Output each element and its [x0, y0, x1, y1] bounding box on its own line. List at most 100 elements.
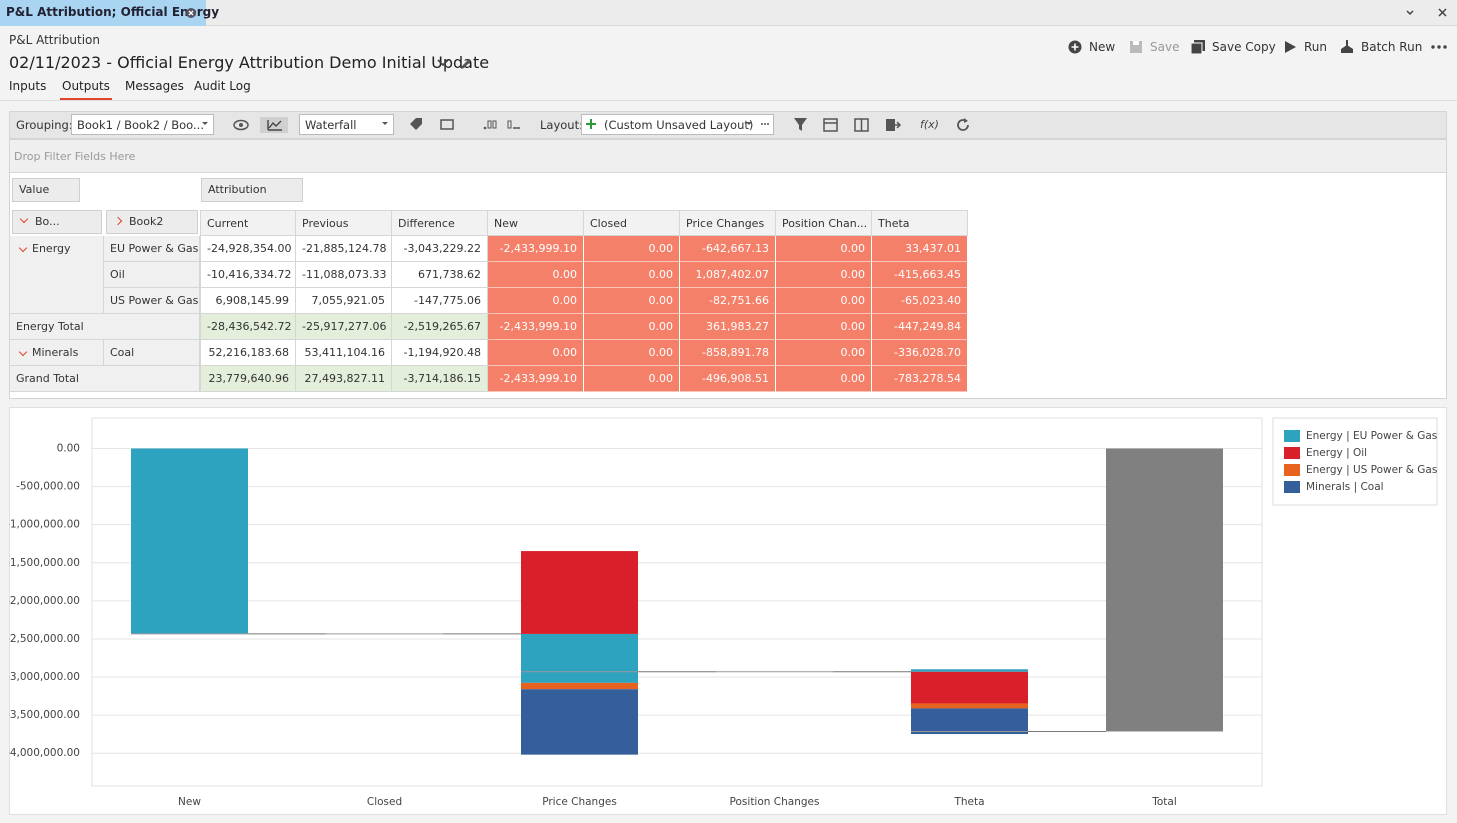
- tab[interactable]: Messages: [125, 79, 184, 93]
- action-icon[interactable]: [1129, 40, 1143, 54]
- active-tab-underline: [60, 98, 112, 100]
- y-tick-label: -1,000,000.00: [9, 519, 80, 531]
- layout-menu[interactable]: [745, 121, 773, 127]
- value-cell[interactable]: 0.00: [488, 262, 584, 288]
- y-tick-label: -3,000,000.00: [9, 671, 80, 683]
- total-row-header: Energy Total: [10, 314, 200, 340]
- value-cell[interactable]: 53,411,104.16: [296, 340, 392, 366]
- dropdown-arrow: [202, 122, 208, 125]
- value-cell[interactable]: 27,493,827.11: [296, 366, 392, 392]
- value-cell[interactable]: 0.00: [488, 288, 584, 314]
- document-tab[interactable]: [0, 0, 206, 26]
- layout-select[interactable]: [581, 114, 774, 135]
- value-cell[interactable]: 671,738.62: [392, 262, 488, 288]
- value-cell[interactable]: 1,087,402.07: [680, 262, 776, 288]
- value-cell[interactable]: 0.00: [776, 314, 872, 340]
- format-icons[interactable]: [408, 116, 528, 134]
- value-cell[interactable]: -1,194,920.48: [392, 340, 488, 366]
- refresh[interactable]: [955, 117, 971, 133]
- value-cell[interactable]: -2,433,999.10: [488, 314, 584, 340]
- action-button[interactable]: Save: [1150, 40, 1180, 54]
- more-menu[interactable]: [1430, 44, 1448, 50]
- add-layout[interactable]: [586, 119, 596, 129]
- row-field[interactable]: Bo...: [12, 210, 102, 234]
- grouping-select[interactable]: [71, 114, 214, 135]
- value-cell[interactable]: -858,891.78: [680, 340, 776, 366]
- value-cell[interactable]: 0.00: [584, 288, 680, 314]
- value-cell[interactable]: 0.00: [776, 340, 872, 366]
- book2-row-header: US Power & Gas: [104, 288, 200, 314]
- value-cell[interactable]: -24,928,354.00: [200, 236, 296, 262]
- data-field[interactable]: Value: [12, 178, 80, 202]
- x-tick-label: Position Changes: [730, 796, 820, 808]
- title-icons[interactable]: [436, 57, 476, 71]
- value-cell[interactable]: -2,519,265.67: [392, 314, 488, 340]
- bar-segment: [911, 703, 1028, 709]
- column-header: Previous: [296, 210, 392, 236]
- action-icon[interactable]: [1340, 40, 1354, 54]
- value-cell[interactable]: -2,433,999.10: [488, 366, 584, 392]
- value-cell[interactable]: 33,437.01: [872, 236, 968, 262]
- value-cell[interactable]: 0.00: [584, 262, 680, 288]
- panel-icons[interactable]: [793, 116, 903, 134]
- value-cell[interactable]: -3,043,229.22: [392, 236, 488, 262]
- legend-swatch: [1284, 430, 1300, 442]
- value-cell[interactable]: 0.00: [776, 288, 872, 314]
- value-cell[interactable]: 0.00: [584, 236, 680, 262]
- bar-segment: [131, 448, 248, 634]
- action-button[interactable]: Save Copy: [1212, 40, 1276, 54]
- tab-close[interactable]: [185, 7, 197, 19]
- chart-type-select[interactable]: [299, 114, 394, 135]
- dropdown-arrow: [382, 122, 388, 125]
- window-close[interactable]: [1437, 7, 1448, 18]
- view-icons[interactable]: [232, 117, 288, 133]
- value-cell[interactable]: 0.00: [776, 262, 872, 288]
- value-cell[interactable]: 6,908,145.99: [200, 288, 296, 314]
- value-cell[interactable]: -28,436,542.72: [200, 314, 296, 340]
- value-cell[interactable]: -65,023.40: [872, 288, 968, 314]
- row-field[interactable]: Book2: [106, 210, 198, 234]
- tab[interactable]: Outputs: [62, 79, 110, 93]
- action-icon[interactable]: [1068, 40, 1082, 54]
- value-cell[interactable]: -415,663.45: [872, 262, 968, 288]
- value-cell[interactable]: 0.00: [584, 314, 680, 340]
- value-cell[interactable]: -2,433,999.10: [488, 236, 584, 262]
- value-cell[interactable]: -21,885,124.78: [296, 236, 392, 262]
- value-cell[interactable]: -10,416,334.72: [200, 262, 296, 288]
- value-cell[interactable]: -11,088,073.33: [296, 262, 392, 288]
- legend-swatch: [1284, 447, 1300, 459]
- group-row-header[interactable]: Energy: [10, 236, 104, 314]
- value-cell[interactable]: 23,779,640.96: [200, 366, 296, 392]
- value-cell[interactable]: -447,249.84: [872, 314, 968, 340]
- tab[interactable]: Inputs: [9, 79, 47, 93]
- value-cell[interactable]: -496,908.51: [680, 366, 776, 392]
- action-button[interactable]: Run: [1304, 40, 1328, 54]
- value-cell[interactable]: -336,028.70: [872, 340, 968, 366]
- value-cell[interactable]: 361,983.27: [680, 314, 776, 340]
- value-cell[interactable]: 0.00: [776, 366, 872, 392]
- value-cell[interactable]: 7,055,921.05: [296, 288, 392, 314]
- value-cell[interactable]: -783,278.54: [872, 366, 968, 392]
- action-icon[interactable]: [1191, 40, 1205, 54]
- formula-button[interactable]: f(x): [920, 118, 939, 131]
- tab[interactable]: Audit Log: [194, 79, 251, 93]
- value-cell[interactable]: -3,714,186.15: [392, 366, 488, 392]
- action-icon[interactable]: [1283, 40, 1297, 54]
- x-tick-label: New: [178, 796, 201, 808]
- bar-segment: [521, 551, 638, 634]
- tab-dropdown[interactable]: [1405, 8, 1415, 18]
- group-row-header[interactable]: Minerals: [10, 340, 104, 366]
- value-cell[interactable]: 0.00: [488, 340, 584, 366]
- value-cell[interactable]: 0.00: [776, 236, 872, 262]
- value-cell[interactable]: -82,751.66: [680, 288, 776, 314]
- value-cell[interactable]: 52,216,183.68: [200, 340, 296, 366]
- value-cell[interactable]: -642,667.13: [680, 236, 776, 262]
- y-tick-label: -2,500,000.00: [9, 633, 80, 645]
- value-cell[interactable]: -147,775.06: [392, 288, 488, 314]
- action-button[interactable]: New: [1089, 40, 1116, 54]
- value-cell[interactable]: 0.00: [584, 340, 680, 366]
- column-field[interactable]: Attribution: [201, 178, 303, 202]
- value-cell[interactable]: 0.00: [584, 366, 680, 392]
- action-button[interactable]: Batch Run: [1361, 40, 1423, 54]
- value-cell[interactable]: -25,917,277.06: [296, 314, 392, 340]
